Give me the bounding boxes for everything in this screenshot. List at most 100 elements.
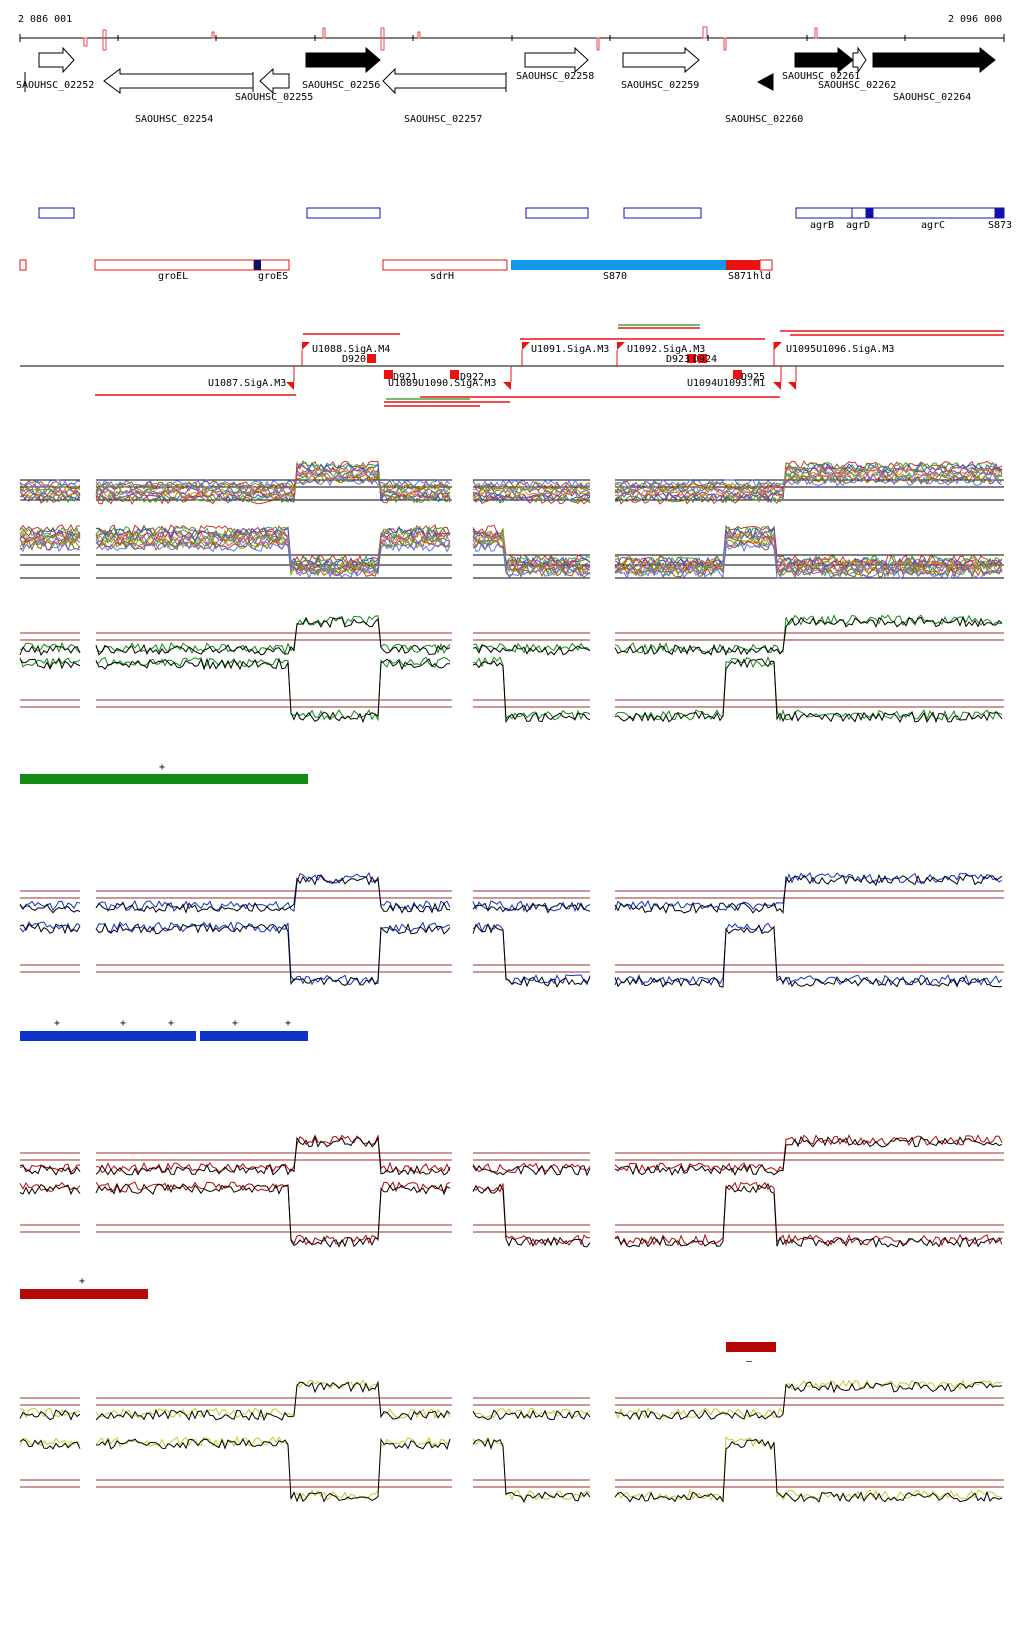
- terminator-d923[interactable]: [687, 354, 696, 363]
- segment-marker: +: [285, 1018, 291, 1029]
- segment-marker: +: [168, 1018, 174, 1029]
- expression-trace: [19, 535, 81, 547]
- gene-saouhsc-02255[interactable]: [259, 67, 290, 95]
- expression-trace: [472, 642, 591, 654]
- expression-trace: [614, 1182, 1003, 1248]
- expression-trace: [472, 1409, 591, 1421]
- expression-trace: [614, 614, 1002, 655]
- expression-trace: [614, 1134, 1003, 1174]
- agr-operon-feature[interactable]: [795, 207, 1005, 219]
- gene-label: SAOUHSC_02262: [818, 80, 896, 91]
- expression-trace: [472, 1437, 591, 1504]
- expression-trace: [95, 1380, 451, 1422]
- blue-segment-bar[interactable]: [20, 1031, 196, 1041]
- expression-panel-blue: [19, 871, 1004, 988]
- s870-feature[interactable]: [511, 260, 726, 270]
- groel-feature[interactable]: [94, 259, 290, 271]
- expression-trace: [95, 477, 451, 489]
- expression-trace: [95, 539, 451, 577]
- expression-trace: [19, 922, 81, 935]
- green-segment-bar[interactable]: [20, 774, 308, 784]
- expression-trace: [472, 530, 591, 570]
- expression-trace: [472, 1407, 591, 1419]
- expression-trace: [19, 1438, 81, 1450]
- expression-trace: [95, 475, 451, 490]
- expression-trace: [95, 541, 451, 580]
- gene-track: [24, 46, 996, 95]
- expression-trace: [19, 900, 81, 912]
- blue-segment-bar[interactable]: [200, 1031, 308, 1041]
- gene-saouhsc-02262[interactable]: [852, 46, 867, 74]
- feature-label: S870: [603, 271, 627, 282]
- gene-label: SAOUHSC_02254: [135, 114, 213, 125]
- expression-trace: [614, 1436, 1003, 1501]
- promoter-label: U1088.SigA.M4: [312, 344, 390, 355]
- gene-saouhsc-02261[interactable]: [794, 46, 854, 74]
- expression-trace: [95, 616, 451, 656]
- terminator-d925[interactable]: [733, 370, 742, 379]
- gene-saouhsc-02260[interactable]: [756, 73, 774, 91]
- expression-trace: [472, 535, 591, 575]
- expression-trace: [95, 657, 451, 724]
- expression-trace: [472, 495, 591, 505]
- expression-trace: [95, 1181, 451, 1247]
- expression-trace: [95, 1437, 451, 1503]
- expression-trace: [95, 1134, 451, 1174]
- feature-label: groES: [258, 271, 288, 282]
- red-segment-bar[interactable]: [20, 1289, 148, 1299]
- terminator-label: D924: [693, 354, 717, 365]
- expression-trace: [472, 1164, 591, 1177]
- red-feature-track: [19, 259, 773, 271]
- segment-marker: +: [120, 1018, 126, 1029]
- expression-trace: [614, 1438, 1003, 1503]
- expression-trace: [614, 1135, 1003, 1176]
- expression-trace: [472, 1183, 591, 1248]
- gene-label: SAOUHSC_02264: [893, 92, 971, 103]
- expression-trace: [614, 535, 1003, 576]
- feature-label: agrC: [921, 220, 945, 231]
- terminator-d922[interactable]: [450, 370, 459, 379]
- expression-trace: [95, 656, 451, 722]
- feature-label: agrD: [846, 220, 870, 231]
- expression-trace: [95, 1183, 451, 1248]
- terminator-d920[interactable]: [367, 354, 376, 363]
- expression-trace: [19, 1407, 81, 1419]
- terminator-d924[interactable]: [698, 354, 707, 363]
- promoter-label: U1092.SigA.M3: [627, 344, 705, 355]
- expression-trace: [19, 538, 81, 552]
- expression-trace: [19, 1163, 81, 1174]
- expression-trace: [95, 874, 451, 914]
- coordinate-ruler: 2 086 001 2 096 000: [18, 14, 1005, 51]
- expression-trace: [19, 1409, 81, 1421]
- expression-trace: [95, 1435, 451, 1501]
- expression-trace: [472, 531, 591, 572]
- terminator-label: D922: [460, 372, 484, 383]
- expression-trace: [95, 473, 451, 492]
- promoter-label: U1091.SigA.M3: [531, 344, 609, 355]
- expression-trace: [614, 466, 1003, 499]
- gene-saouhsc-02257[interactable]: [382, 67, 507, 95]
- expression-trace: [95, 460, 451, 505]
- terminator-d921[interactable]: [384, 370, 393, 379]
- feature-label: groEL: [158, 271, 188, 282]
- gene-saouhsc-02252[interactable]: [38, 46, 75, 74]
- gene-saouhsc-02264[interactable]: [872, 46, 996, 74]
- gene-saouhsc-02254[interactable]: [103, 68, 254, 94]
- expression-trace: [472, 902, 591, 914]
- dark-red-segment-bar[interactable]: [726, 1342, 776, 1352]
- sdrh-feature[interactable]: [382, 259, 508, 271]
- promoter-track: [20, 324, 1004, 407]
- gene-saouhsc-02258[interactable]: [524, 46, 589, 74]
- segment-marker: –: [746, 1356, 753, 1367]
- end-coordinate: 2 096 000: [948, 14, 1002, 25]
- blue-feature-labels: agrB agrD agrC S873: [810, 220, 1012, 231]
- expression-trace: [19, 1184, 81, 1196]
- gene-saouhsc-02259[interactable]: [622, 46, 700, 74]
- gene-saouhsc-02256[interactable]: [305, 46, 381, 74]
- expression-trace: [472, 479, 591, 489]
- expression-trace: [96, 529, 451, 569]
- red-feature-labels: groEL groES sdrH S870 S871 hld: [158, 271, 771, 282]
- expression-trace: [614, 539, 1003, 578]
- expression-trace: [614, 873, 1003, 915]
